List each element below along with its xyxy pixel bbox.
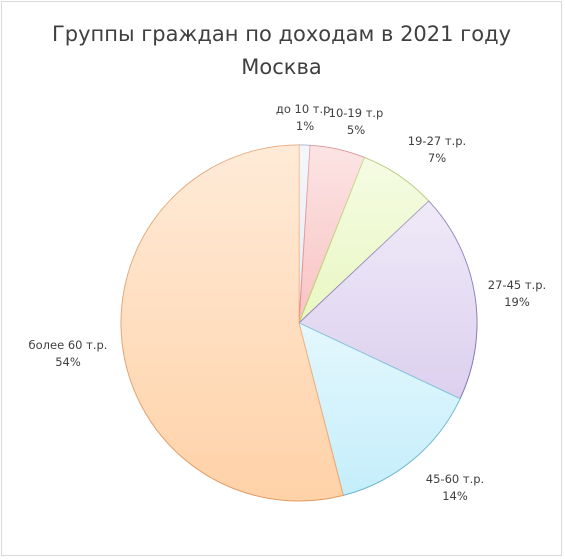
slice-label: 27-45 т.р. 19%	[488, 278, 546, 309]
slice-label: 45-60 т.р. 14%	[426, 472, 484, 503]
pie-slice-shading	[299, 145, 365, 323]
data-labels: до 10 т.р. 1%10-19 т.р 5% 19-27 т.р. 7% 27-45…	[29, 102, 547, 503]
slice-label: до 10 т.р. 1%	[276, 102, 334, 133]
slice-label: 10-19 т.р 5%	[329, 106, 384, 137]
pie-slice-shading	[299, 157, 429, 323]
slice-label: более 60 т.р. 54%	[29, 338, 108, 369]
pie-slice-shading	[121, 145, 344, 501]
pie-outline	[120, 144, 478, 502]
pie-slice-shading	[299, 323, 461, 496]
chart-title-line: Группы граждан по доходам в 2021 году	[51, 22, 512, 46]
chart-title: Группы граждан по доходам в 2021 году Мо…	[0, 18, 563, 84]
pie-slice-shading	[299, 201, 478, 399]
pie-slices	[120, 144, 478, 502]
chart-subtitle: Москва	[241, 55, 322, 79]
slice-label: 19-27 т.р. 7%	[408, 134, 466, 165]
